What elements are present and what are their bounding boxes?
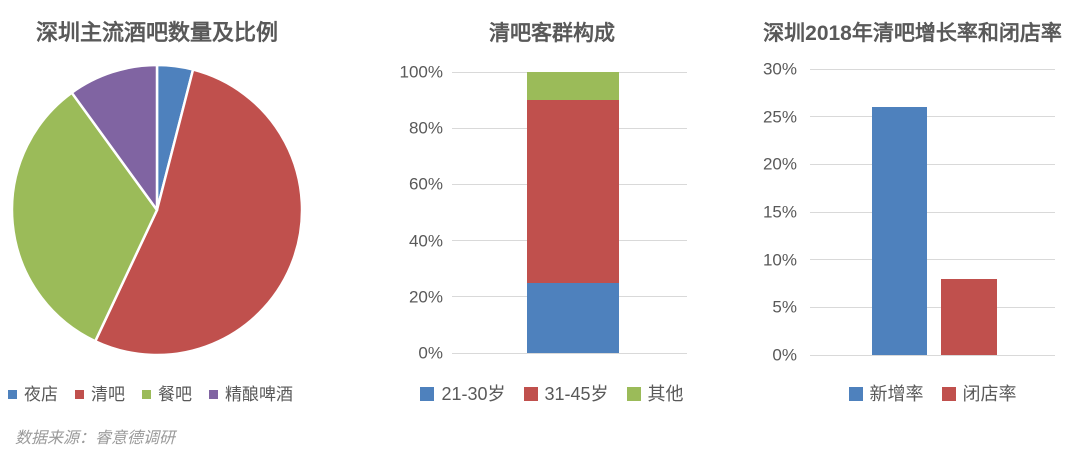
pie-legend-label: 夜店 [24, 384, 58, 404]
stacked-ytick: 80% [408, 118, 443, 138]
stacked-legend-swatch [626, 387, 641, 401]
pie-chart [9, 62, 305, 358]
bar-gridline [810, 211, 1055, 213]
stacked-gridline [452, 352, 687, 354]
bar-legend-label: 闭店率 [962, 384, 1017, 404]
bar-y-axis: 0% 5% 10% 15% 20% 25% 30% [727, 61, 797, 364]
bar-ytick: 25% [762, 107, 797, 127]
bar-chart-title: 深圳2018年清吧增长率和闭店率 [763, 22, 1062, 45]
pie-legend-label: 精酿啤酒 [225, 384, 293, 404]
stacked-ytick: 0% [418, 343, 443, 363]
bar-0 [872, 107, 927, 355]
bar-ytick: 5% [772, 297, 797, 317]
stacked-bar-segment-0 [527, 282, 619, 353]
bar-legend-item: 新增率 [848, 384, 924, 404]
bar-plot-area [810, 68, 1055, 356]
pie-slice-1 [94, 68, 304, 357]
bar-legend-swatch [848, 387, 863, 401]
pie-legend: 夜店 清吧 餐吧 精酿啤酒 [8, 384, 348, 404]
bar-legend-label: 新增率 [869, 384, 924, 404]
bar-gridline [810, 354, 1055, 356]
pie-legend-label: 餐吧 [158, 384, 192, 404]
bar-1 [941, 278, 997, 355]
stacked-legend-label: 21-30岁 [441, 384, 506, 404]
bar-gridline [810, 116, 1055, 118]
stacked-legend-swatch [523, 387, 538, 401]
pie-legend-swatch [142, 389, 151, 399]
stacked-legend-item: 其他 [626, 384, 684, 404]
stacked-legend-label: 其他 [647, 384, 684, 404]
pie-slice-2 [10, 91, 159, 343]
bar-legend: 新增率 闭店率 [765, 384, 1080, 404]
stacked-ytick: 20% [408, 287, 443, 307]
bar-ytick: 10% [762, 250, 797, 270]
pie-legend-item: 精酿啤酒 [209, 386, 293, 403]
stacked-legend: 21-30岁 31-45岁 其他 [392, 384, 712, 404]
pie-svg [10, 63, 304, 357]
bar-gridline [810, 306, 1055, 308]
pie-legend-item: 清吧 [75, 386, 125, 403]
stacked-bar-segment-1 [527, 100, 619, 283]
pie-legend-item: 夜店 [8, 386, 58, 403]
pie-legend-swatch [75, 389, 84, 399]
bar-gridline [810, 68, 1055, 70]
stacked-gridline [452, 71, 687, 73]
stacked-ytick: 40% [408, 231, 443, 251]
stacked-bar-segment-2 [527, 72, 619, 101]
bar-gridline [810, 259, 1055, 261]
bar-legend-item: 闭店率 [941, 384, 1017, 404]
stacked-y-axis: 0% 20% 40% 60% 80% 100% [373, 64, 443, 362]
pie-slice-3 [70, 63, 159, 212]
pie-legend-label: 清吧 [91, 384, 125, 404]
stacked-legend-item: 31-45岁 [523, 384, 609, 404]
bar-ytick: 0% [772, 345, 797, 365]
bar-ytick: 15% [762, 202, 797, 222]
pie-chart-title: 深圳主流酒吧数量及比例 [36, 20, 279, 45]
pie-legend-swatch [209, 389, 218, 399]
source-note: 数据来源：睿意德调研 [15, 430, 176, 447]
bar-ytick: 20% [762, 154, 797, 174]
pie-legend-item: 餐吧 [142, 386, 192, 403]
bar-ytick: 30% [762, 59, 797, 79]
stacked-plot-area [452, 71, 687, 354]
stacked-legend-item: 21-30岁 [420, 384, 506, 404]
stacked-ytick: 60% [408, 174, 443, 194]
stacked-ytick: 100% [399, 62, 443, 82]
stacked-legend-swatch [420, 387, 435, 401]
bar-legend-swatch [941, 387, 956, 401]
bar-gridline [810, 163, 1055, 165]
stacked-legend-label: 31-45岁 [544, 384, 609, 404]
pie-legend-swatch [8, 389, 17, 399]
stacked-chart-title: 清吧客群构成 [489, 22, 615, 45]
